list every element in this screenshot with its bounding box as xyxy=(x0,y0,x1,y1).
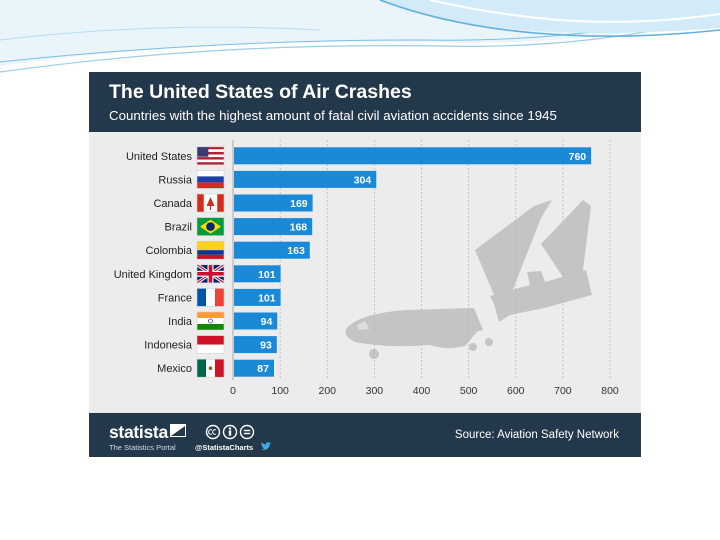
airplane-icon xyxy=(345,200,592,359)
bar xyxy=(234,288,281,306)
category-label: Colombia xyxy=(146,245,193,257)
bar xyxy=(234,170,377,188)
bar-row: Canada 169 xyxy=(153,193,313,213)
data-label: 93 xyxy=(260,340,272,352)
cc-icon xyxy=(205,424,221,440)
chart-grid xyxy=(232,140,611,380)
chart-subtitle: Countries with the highest amount of fat… xyxy=(109,108,557,123)
source-note: Source: Aviation Safety Network xyxy=(454,429,619,441)
bar xyxy=(234,265,281,283)
data-label: 304 xyxy=(354,174,372,186)
category-label: United States xyxy=(126,151,193,163)
bar-chart: 0 100 200 300 400 500 600 700 800 United States 7… xyxy=(114,140,619,397)
chart-footer: statista The Statistics Portal @Statista… xyxy=(89,413,641,457)
flag-icon xyxy=(196,146,225,166)
bar-row: Mexico 87 xyxy=(157,358,274,378)
flag-icon xyxy=(196,170,225,189)
x-tick-label: 700 xyxy=(554,385,572,397)
bar-row: France 101 xyxy=(158,288,281,307)
data-label: 163 xyxy=(287,245,305,257)
flag-icon xyxy=(196,240,225,260)
bar xyxy=(234,194,313,212)
category-label: India xyxy=(168,316,193,328)
category-label: United Kingdom xyxy=(114,269,192,281)
bar xyxy=(234,241,310,259)
x-tick-label: 600 xyxy=(507,385,525,397)
category-label: Canada xyxy=(153,198,192,210)
bar-row: Russia 304 xyxy=(158,170,377,189)
license-icons xyxy=(205,424,255,440)
flag-icon xyxy=(196,193,225,213)
x-tick-label: 300 xyxy=(366,385,384,397)
flag-icon xyxy=(196,288,225,307)
data-label: 101 xyxy=(258,292,276,304)
chart-header: The United States of Air Crashes Countri… xyxy=(89,72,641,132)
bar-row: Colombia 163 xyxy=(146,240,310,260)
x-tick-label: 500 xyxy=(460,385,478,397)
bar-row: United States 760 xyxy=(126,146,592,166)
bar-row: India 94 xyxy=(168,311,278,331)
infographic-card: The United States of Air Crashes Countri… xyxy=(89,72,641,457)
x-tick-label: 100 xyxy=(271,385,289,397)
slide-header-decoration xyxy=(0,0,720,73)
category-label: France xyxy=(158,292,192,304)
statista-logo-icon xyxy=(170,424,186,437)
bar xyxy=(234,336,277,354)
flag-icon xyxy=(196,263,225,285)
chart-title: The United States of Air Crashes xyxy=(109,81,412,103)
bar-row: Brazil 168 xyxy=(164,217,313,236)
data-label: 94 xyxy=(261,316,273,328)
twitter-icon xyxy=(261,442,271,450)
bar-row: United Kingdom 101 xyxy=(114,263,281,285)
data-label: 101 xyxy=(258,269,276,281)
twitter-handle: @StatistaCharts xyxy=(195,443,254,452)
bar xyxy=(234,359,274,377)
x-tick-label: 800 xyxy=(601,385,619,397)
category-label: Mexico xyxy=(157,363,192,375)
x-tick-label: 0 xyxy=(230,385,236,397)
data-label: 168 xyxy=(290,222,308,234)
flag-icon xyxy=(196,217,225,236)
nd-icon xyxy=(239,424,255,440)
flag-icon xyxy=(196,358,225,378)
category-label: Brazil xyxy=(164,222,192,234)
by-icon xyxy=(222,424,238,440)
data-label: 87 xyxy=(257,363,269,375)
bar-row: Indonesia 93 xyxy=(144,335,277,354)
data-label: 760 xyxy=(569,151,587,163)
bar xyxy=(234,218,313,236)
bar xyxy=(234,312,278,330)
x-tick-label: 200 xyxy=(318,385,336,397)
x-axis: 0 100 200 300 400 500 600 700 800 xyxy=(230,385,619,397)
flag-icon xyxy=(196,335,225,354)
x-tick-label: 400 xyxy=(413,385,431,397)
chart-bars: United States 760 Russia 304 Canada 169 Brazil… xyxy=(114,146,592,378)
statista-tagline: The Statistics Portal xyxy=(109,443,176,452)
data-label: 169 xyxy=(290,198,308,210)
bar xyxy=(234,147,592,165)
category-label: Russia xyxy=(158,174,193,186)
category-label: Indonesia xyxy=(144,340,193,352)
flag-icon xyxy=(196,311,225,331)
statista-brand: statista xyxy=(109,422,168,442)
